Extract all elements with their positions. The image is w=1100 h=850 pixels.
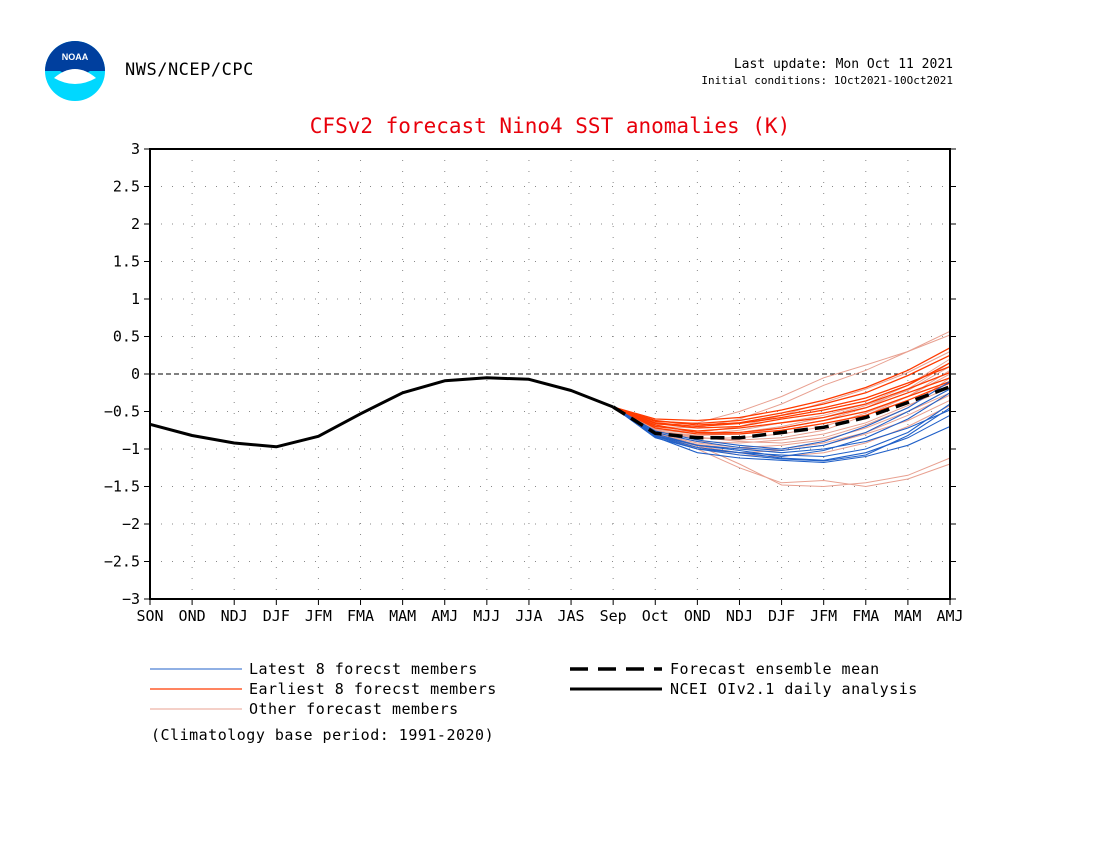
x-tick-label: NDJ bbox=[221, 607, 248, 625]
legend-mean: Forecast ensemble mean bbox=[670, 660, 880, 678]
latest-members bbox=[612, 381, 951, 464]
other-member-line bbox=[612, 334, 951, 429]
x-tick-label: FMA bbox=[347, 607, 374, 625]
climatology-note: (Climatology base period: 1991-2020) bbox=[151, 726, 495, 744]
y-tick-label: −3 bbox=[122, 590, 140, 608]
x-tick-label: JFM bbox=[305, 607, 332, 625]
x-tick-label: MAM bbox=[389, 607, 416, 625]
mean-line-group bbox=[612, 385, 951, 440]
x-tick-label: AMJ bbox=[936, 607, 963, 625]
x-tick-label: Oct bbox=[642, 607, 669, 625]
noaa-logo-text: NOAA bbox=[62, 52, 89, 62]
y-tick-label: 3 bbox=[131, 140, 140, 158]
y-tick-label: 0.5 bbox=[113, 328, 140, 346]
x-tick-label: SON bbox=[136, 607, 163, 625]
x-tick-labels: SON OND NDJ DJF JFM FMA MAM AMJ MJJ JJA JAS Sep Oct O… bbox=[136, 607, 963, 625]
ensemble-mean-line bbox=[612, 385, 951, 440]
earliest-member-line bbox=[612, 371, 951, 429]
latest-member-line bbox=[612, 406, 951, 461]
plot-grid bbox=[144, 148, 956, 605]
y-tick-label: −2 bbox=[122, 515, 140, 533]
y-tick-label: −1 bbox=[122, 440, 140, 458]
y-tick-label: 0 bbox=[131, 365, 140, 383]
initial-conditions: Initial conditions: 1Oct2021-10Oct2021 bbox=[701, 74, 953, 87]
earliest-member-line bbox=[613, 347, 951, 422]
y-tick-label: 2 bbox=[131, 215, 140, 233]
noaa-logo: NOAA bbox=[44, 40, 106, 102]
x-tick-label: OND bbox=[684, 607, 711, 625]
legend-latest: Latest 8 forecst members bbox=[249, 660, 478, 678]
x-tick-label: JFM bbox=[810, 607, 837, 625]
latest-member-line bbox=[612, 406, 951, 462]
x-tick-label: AMJ bbox=[431, 607, 458, 625]
last-update: Last update: Mon Oct 11 2021 bbox=[733, 57, 953, 72]
analysis-line-group bbox=[149, 376, 614, 449]
earliest-members bbox=[612, 347, 951, 435]
legend-earliest: Earliest 8 forecst members bbox=[249, 680, 497, 698]
latest-member-line bbox=[612, 392, 951, 458]
legend-analysis: NCEI OIv2.1 daily analysis bbox=[670, 680, 918, 698]
other-member-line bbox=[612, 392, 951, 449]
earliest-member-line bbox=[612, 362, 951, 428]
other-members bbox=[612, 330, 951, 488]
earliest-member-line bbox=[612, 380, 951, 434]
y-tick-label: 1.5 bbox=[113, 253, 140, 271]
legend-swatches bbox=[150, 667, 662, 710]
x-tick-label: JAS bbox=[558, 607, 585, 625]
analysis-line bbox=[149, 376, 614, 449]
latest-member-line bbox=[612, 406, 951, 464]
x-tick-label: OND bbox=[179, 607, 206, 625]
x-tick-label: JJA bbox=[515, 607, 542, 625]
y-tick-label: 1 bbox=[131, 290, 140, 308]
agency-label: NWS/NCEP/CPC bbox=[125, 60, 254, 80]
x-tick-label: DJF bbox=[768, 607, 795, 625]
y-tick-label: 2.5 bbox=[113, 178, 140, 196]
y-tick-label: −0.5 bbox=[104, 403, 140, 421]
legend-other: Other forecast members bbox=[249, 700, 459, 718]
x-tick-label: NDJ bbox=[726, 607, 753, 625]
x-tick-label: Sep bbox=[600, 607, 627, 625]
x-tick-label: MJJ bbox=[473, 607, 500, 625]
x-tick-label: FMA bbox=[852, 607, 879, 625]
y-tick-labels: −3 −2.5 −2 −1.5 −1 −0.5 0 0.5 1 1.5 2 2.5 3 bbox=[104, 140, 140, 608]
earliest-member-line bbox=[612, 382, 951, 435]
x-tick-label: MAM bbox=[894, 607, 921, 625]
y-tick-label: −2.5 bbox=[104, 553, 140, 571]
x-tick-label: DJF bbox=[263, 607, 290, 625]
latest-member-line bbox=[612, 406, 951, 454]
earliest-member-line bbox=[612, 354, 951, 425]
plot-frame bbox=[149, 148, 951, 600]
y-tick-label: −1.5 bbox=[104, 478, 140, 496]
chart-title: CFSv2 forecast Nino4 SST anomalies (K) bbox=[309, 114, 791, 138]
latest-member-line bbox=[612, 403, 951, 458]
